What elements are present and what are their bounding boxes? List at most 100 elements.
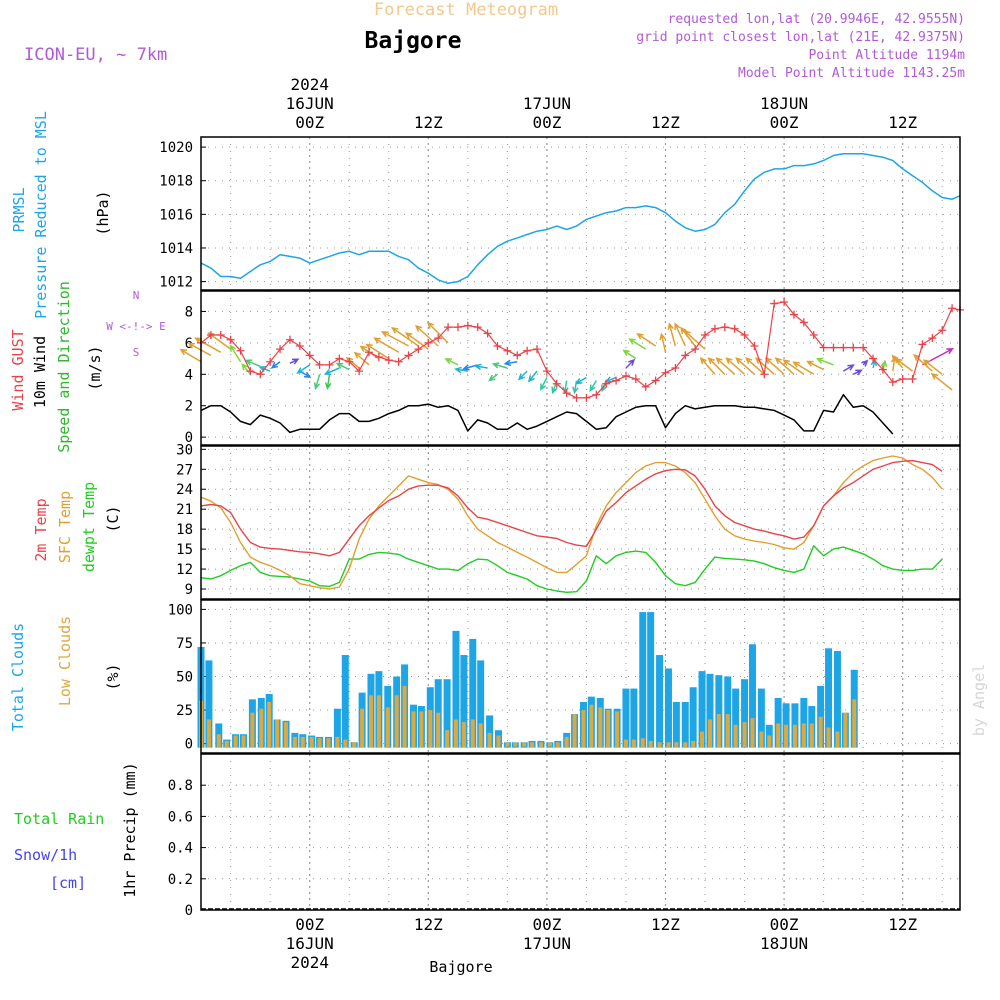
wind-gust-marker [869, 354, 878, 363]
wind-gust-marker [770, 299, 779, 308]
wind-gust-marker [513, 351, 522, 360]
low-clouds-bar [707, 719, 712, 748]
low-clouds-bar [691, 740, 696, 748]
wind-gust-marker [938, 326, 947, 335]
low-clouds-bar [581, 710, 586, 748]
low-clouds-bar [598, 707, 603, 748]
wind-direction-arrow [414, 324, 439, 347]
low-clouds-label: Low Clouds [56, 616, 74, 706]
low-clouds-bar [224, 740, 229, 748]
y-tick-label: 12 [176, 562, 193, 578]
total-clouds-bar [724, 676, 732, 748]
wind-direction-arrow [792, 361, 815, 375]
y-tick-label: 0.8 [168, 778, 193, 794]
temperature-panel: 9 12 15 18 21 24 27 30 [176, 442, 961, 600]
wind-gust-label: Wind GUST [9, 329, 27, 410]
low-clouds-bar [547, 742, 552, 747]
wind-direction-arrow [313, 374, 321, 390]
wind-gust-marker [463, 321, 472, 330]
low-clouds-bar [216, 734, 221, 748]
low-clouds-bar [843, 712, 848, 748]
low-clouds-bar [233, 735, 238, 748]
wind-direction-arrow [922, 359, 943, 375]
low-clouds-bar [700, 731, 705, 748]
y-tick-label: 75 [176, 636, 193, 652]
low-clouds-bar [461, 722, 466, 748]
wind-gust-marker [523, 346, 532, 355]
wind-gust-marker [720, 323, 729, 332]
wind-gust-marker [236, 346, 245, 355]
wind-direction-arrow [659, 332, 667, 353]
low-clouds-bar [640, 738, 645, 748]
time-axis-label: 18JUN [760, 94, 808, 113]
wind-direction-arrow [589, 380, 597, 393]
time-axis-label: 12Z [414, 915, 443, 934]
y-tick-label: 9 [185, 582, 193, 598]
wind-gust-marker [602, 379, 611, 388]
y-tick-label: 0.2 [168, 872, 193, 888]
footer-location: Bajgore [429, 958, 492, 976]
panel-frame [200, 136, 961, 291]
wind-gust-marker [206, 331, 215, 339]
watermark: by Angel [970, 664, 988, 736]
wind-direction-arrow [707, 357, 726, 375]
low-clouds-bar [683, 742, 688, 748]
wind-gust-marker [681, 351, 690, 360]
model-point-altitude: Model Point Altitude 1143.25m [738, 66, 965, 81]
low-clouds-bar [606, 710, 611, 748]
wind-gust-marker [641, 382, 650, 391]
total-clouds-bar [205, 660, 213, 748]
precip-side-labels: Total Rain Snow/1h [cm] 1hr Precip (mm) [14, 762, 139, 897]
clouds-side-labels: Total Clouds Low Clouds (%) [9, 616, 122, 731]
requested-coords: requested lon,lat (20.9946E, 42.9555N) [668, 12, 965, 27]
total-clouds-bar [486, 715, 494, 748]
temperature-side-labels: 2m Temp SFC Temp dewpt Temp (C) [32, 482, 122, 572]
wind-direction-arrow [806, 360, 824, 371]
wind-direction-arrow [895, 358, 914, 372]
wind-gust-marker [493, 342, 502, 350]
low-clouds-bar [453, 719, 458, 748]
low-clouds-bar [250, 712, 255, 748]
wind-side-labels: Wind GUST 10m Wind Speed and Direction (… [9, 281, 166, 453]
total-clouds-bar [748, 644, 756, 748]
wind-gust-marker [898, 375, 907, 383]
dewpt-temp-label: dewpt Temp [80, 482, 98, 572]
low-clouds-bar [309, 736, 314, 748]
wind-gust-marker [621, 371, 630, 380]
wind-gust-marker [592, 390, 601, 399]
y-tick-label: 2 [185, 399, 193, 415]
wind-gust-marker [691, 345, 700, 354]
wind-gust-marker [928, 334, 937, 343]
low-clouds-bar [826, 727, 831, 748]
wind-direction-arrow [913, 353, 933, 372]
pressure-line [200, 153, 961, 285]
low-clouds-bar [385, 707, 390, 748]
wind-gust-marker [878, 365, 887, 374]
low-clouds-bar [589, 704, 594, 748]
low-clouds-bar [360, 708, 365, 748]
total-clouds-bar [460, 655, 468, 748]
time-axis-label: 12Z [888, 915, 917, 934]
time-axis-label: 00Z [770, 113, 799, 132]
wind-direction-arrow [715, 357, 736, 375]
low-clouds-bar [428, 710, 433, 748]
low-clouds-bar [376, 695, 381, 748]
time-axis-label: 00Z [532, 915, 561, 934]
clouds-panel: 0 25 50 75 100 [168, 599, 961, 754]
wind-direction-arrow [381, 331, 409, 347]
low-clouds-bar [852, 699, 857, 748]
wind-direction-arrow [774, 357, 795, 375]
wind-gust-marker [483, 329, 492, 338]
y-tick-label: 1018 [159, 174, 193, 190]
total-clouds-bar [741, 679, 749, 748]
wind-gust-marker [612, 376, 621, 385]
y-tick-label: 25 [176, 703, 193, 719]
point-altitude: Point Altitude 1194m [808, 48, 965, 63]
total-clouds-bar [817, 685, 825, 748]
low-clouds-bar [419, 711, 424, 748]
wind-direction-arrow [699, 356, 716, 375]
low-clouds-bar [801, 723, 806, 748]
total-clouds-bar [630, 688, 638, 748]
